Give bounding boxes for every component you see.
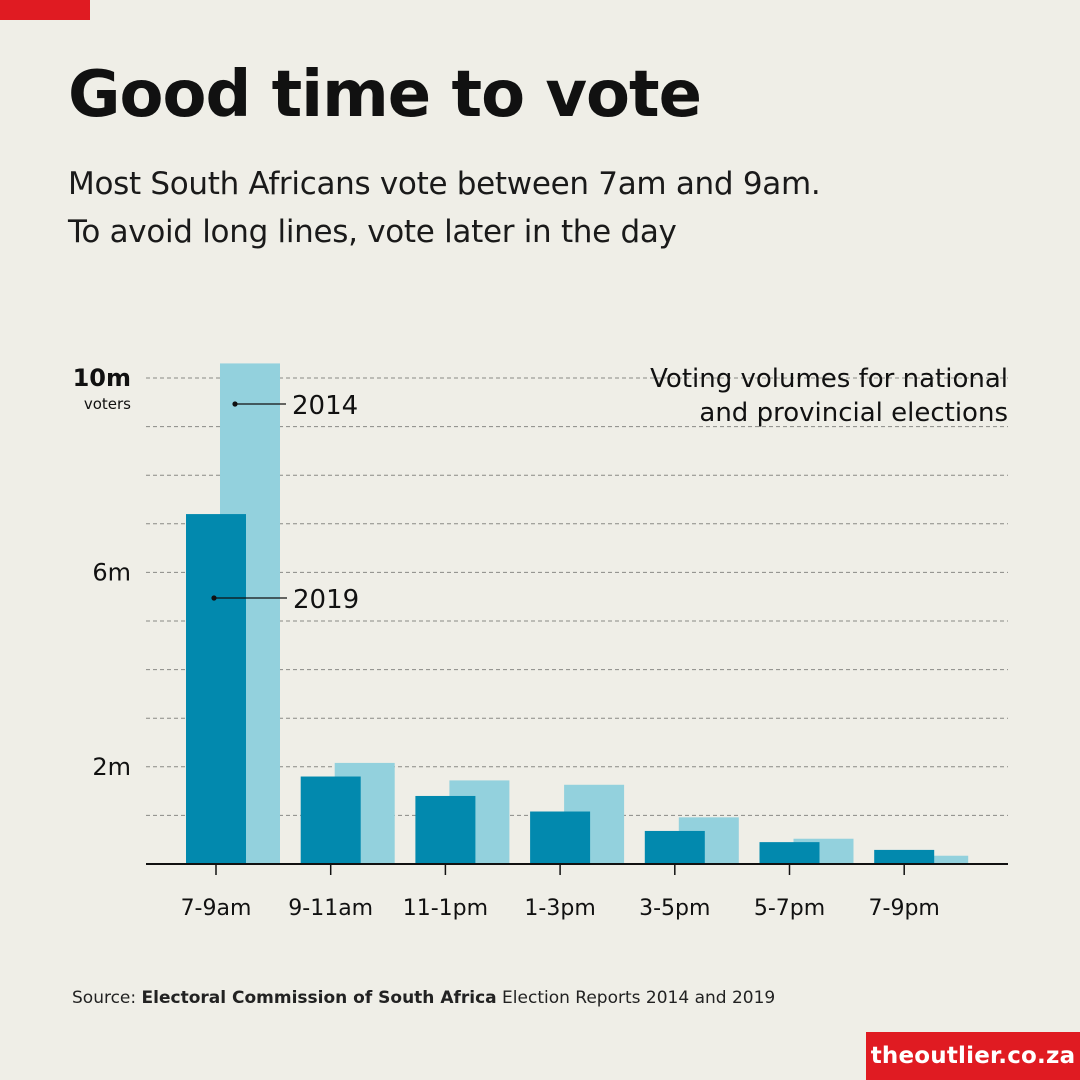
x-category-label: 5-7pm [754,896,825,921]
source-suffix: Election Reports 2014 and 2019 [502,988,776,1008]
x-category-label: 1-3pm [524,896,595,921]
x-category-label: 7-9am [181,896,252,921]
brand-bar [0,0,90,20]
x-category-label: 3-5pm [639,896,710,921]
bar-2019 [415,795,476,864]
y-unit-label: voters [84,395,131,413]
bars [186,363,969,864]
bar-2019 [874,849,935,864]
bar-2019 [186,514,246,864]
bar-2014 [908,855,969,864]
y-tick-label: 2m [92,753,131,781]
bar-2019 [759,842,820,864]
series-label-2019: 2019 [293,585,359,615]
bar-chart: Voting volumes for national and provincia… [73,363,1008,921]
source-note: Source: Electoral Commission of South Af… [72,988,775,1008]
source-prefix: Source: [72,988,137,1008]
site-badge[interactable]: theoutlier.co.za [866,1032,1080,1080]
series-label-2014: 2014 [292,391,358,421]
x-category-label: 11-1pm [403,896,488,921]
bar-2019 [530,811,591,864]
x-category-label: 9-11am [288,896,373,921]
bar-2019 [300,776,361,864]
x-category-label: 7-9pm [869,896,940,921]
source-org: Electoral Commission of South Africa [141,988,497,1008]
bar-2019 [644,830,705,864]
subtitle-line-1: Most South Africans vote between 7am and… [68,166,821,202]
labels: Voting volumes for national and provincia… [73,364,1008,921]
x-axis [146,863,1008,875]
y-tick-label: 10m [73,364,131,392]
page-title: Good time to vote [68,58,702,132]
chart-annotation-line: Voting volumes for national [650,364,1008,394]
chart-annotation-line: and provincial elections [699,398,1008,428]
subtitle-line-2: To avoid long lines, vote later in the d… [68,214,677,250]
y-tick-label: 6m [92,558,131,586]
gridlines [146,377,1008,816]
